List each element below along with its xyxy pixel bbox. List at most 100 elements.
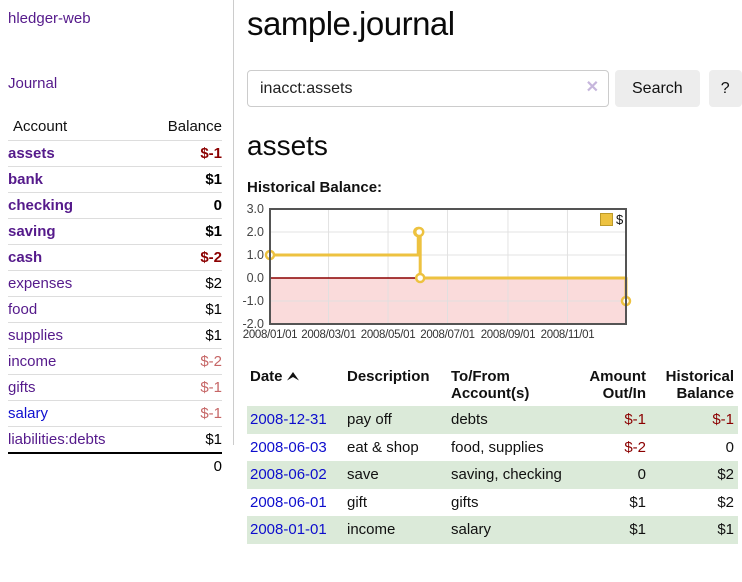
page-title: sample.journal xyxy=(247,5,455,42)
clear-search-icon[interactable]: ✕ xyxy=(585,79,599,96)
svg-text:-2.0: -2.0 xyxy=(242,317,264,331)
account-link-saving[interactable]: saving xyxy=(8,223,56,240)
account-row-saving: saving $1 xyxy=(8,218,222,245)
svg-text:1.0: 1.0 xyxy=(247,248,264,262)
transaction-description: save xyxy=(347,466,379,483)
transaction-balance: $2 xyxy=(717,493,734,511)
chart-heading: Historical Balance: xyxy=(247,179,383,196)
account-link-food[interactable]: food xyxy=(8,301,38,318)
register-row: 2008-06-02 save saving, checking 0 $2 xyxy=(247,461,738,489)
account-link-gifts[interactable]: gifts xyxy=(8,379,36,396)
svg-text:3.0: 3.0 xyxy=(247,202,264,216)
sidebar-divider xyxy=(233,0,234,445)
account-link-supplies[interactable]: supplies xyxy=(8,327,64,344)
chart-legend: $ xyxy=(600,212,623,227)
svg-text:2008/03/01: 2008/03/01 xyxy=(301,329,356,341)
search-input[interactable] xyxy=(247,70,609,107)
transaction-date-link[interactable]: 2008-06-01 xyxy=(250,493,327,511)
description-column-header: Description xyxy=(347,368,430,385)
balance-column-header: Balance xyxy=(167,118,222,135)
svg-text:-1.0: -1.0 xyxy=(242,294,264,308)
search-button[interactable]: Search xyxy=(615,70,700,107)
svg-text:2.0: 2.0 xyxy=(247,225,264,239)
transaction-accounts: salary xyxy=(451,521,492,538)
historical-balance-chart: 2008/01/01 2008/03/01 2008/05/01 2008/07/01… xyxy=(240,201,710,349)
account-link-assets[interactable]: assets xyxy=(8,145,55,162)
transaction-amount: 0 xyxy=(637,466,646,483)
date-column-header[interactable]: Date xyxy=(247,365,344,406)
register-row: 2008-06-03 eat & shop food, supplies $-2… xyxy=(247,434,738,462)
account-link-cash[interactable]: cash xyxy=(8,249,43,266)
account-row-food: food $1 xyxy=(8,296,222,323)
transaction-balance: $1 xyxy=(717,521,734,538)
transaction-amount: $-1 xyxy=(624,411,646,428)
transaction-date-link[interactable]: 2008-06-02 xyxy=(250,466,327,483)
account-row-salary: salary $-1 xyxy=(8,400,222,427)
search-bar: ✕ Search ? xyxy=(247,70,742,107)
svg-text:2008/11/01: 2008/11/01 xyxy=(541,329,595,341)
register-row: 2008-06-01 gift gifts $1 $2 xyxy=(247,489,738,517)
transaction-date-link[interactable]: 2008-01-01 xyxy=(250,521,327,538)
register-table: Date Description To/From Account(s) Amou… xyxy=(247,365,738,544)
accounts-balance-table: Account Balance assets $-1 bank $1 check… xyxy=(8,114,222,479)
sidebar: hledger-web Journal Account Balance asse… xyxy=(0,0,233,479)
account-balance: $2 xyxy=(205,275,222,292)
main-content: sample.journal ✕ Search ? assets Histori… xyxy=(242,0,742,544)
amount-column-header: Amount Out/In xyxy=(589,368,646,402)
svg-text:2008/07/01: 2008/07/01 xyxy=(420,329,475,341)
accounts-total-balance: 0 xyxy=(213,458,222,475)
account-balance: $-2 xyxy=(200,249,222,266)
svg-text:2008/05/01: 2008/05/01 xyxy=(361,329,416,341)
account-balance: $-1 xyxy=(200,405,222,422)
account-column-header: Account xyxy=(13,118,68,135)
account-balance: $1 xyxy=(205,431,222,448)
transaction-accounts: food, supplies xyxy=(451,438,544,456)
svg-text:0.0: 0.0 xyxy=(247,271,264,285)
account-link-bank[interactable]: bank xyxy=(8,171,44,188)
transaction-amount: $-2 xyxy=(624,438,646,456)
transaction-accounts: gifts xyxy=(451,493,479,511)
date-header-label: Date xyxy=(250,368,283,385)
accounts-total-row: 0 xyxy=(8,453,222,479)
transaction-amount: $1 xyxy=(629,493,646,511)
account-link-salary[interactable]: salary xyxy=(8,405,49,422)
svg-text:2008/01/01: 2008/01/01 xyxy=(243,329,298,341)
account-row-checking: checking 0 xyxy=(8,192,222,219)
series-label: $ xyxy=(616,212,624,227)
transaction-balance: $2 xyxy=(717,466,734,483)
search-input-wrap: ✕ xyxy=(247,70,609,107)
sidebar-item-journal[interactable]: Journal xyxy=(8,75,58,92)
account-balance: $1 xyxy=(205,171,222,188)
account-row-assets: assets $-1 xyxy=(8,140,222,167)
account-link-checking[interactable]: checking xyxy=(8,197,74,214)
svg-text:2008/09/01: 2008/09/01 xyxy=(481,329,536,341)
account-row-gifts: gifts $-1 xyxy=(8,374,222,401)
account-row-supplies: supplies $1 xyxy=(8,322,222,349)
help-button[interactable]: ? xyxy=(708,70,742,107)
account-link-liabilities-debts[interactable]: liabilities:debts xyxy=(8,431,106,448)
account-balance: $1 xyxy=(205,223,222,240)
account-link-expenses[interactable]: expenses xyxy=(8,275,73,292)
account-balance: $-1 xyxy=(200,379,222,396)
account-balance: $1 xyxy=(205,301,222,318)
account-row-income: income $-2 xyxy=(8,348,222,375)
account-balance: $-1 xyxy=(200,145,222,162)
account-row-cash: cash $-2 xyxy=(8,244,222,271)
account-page-title: assets xyxy=(247,130,328,161)
sort-ascending-icon xyxy=(286,372,299,381)
transaction-date-link[interactable]: 2008-06-03 xyxy=(250,438,327,456)
account-link-income[interactable]: income xyxy=(8,353,57,370)
transaction-date-link[interactable]: 2008-12-31 xyxy=(250,411,327,428)
transaction-accounts: debts xyxy=(451,411,488,428)
series-swatch-icon xyxy=(600,213,613,226)
register-header-row: Date Description To/From Account(s) Amou… xyxy=(247,365,738,406)
account-row-expenses: expenses $2 xyxy=(8,270,222,297)
register-row: 2008-01-01 income salary $1 $1 xyxy=(247,516,738,544)
accounts-column-header: To/From Account(s) xyxy=(451,368,530,402)
account-balance: $-2 xyxy=(200,353,222,370)
transaction-amount: $1 xyxy=(629,521,646,538)
transaction-balance: 0 xyxy=(725,438,734,456)
transaction-description: pay off xyxy=(347,411,392,428)
brand-link[interactable]: hledger-web xyxy=(8,10,91,27)
